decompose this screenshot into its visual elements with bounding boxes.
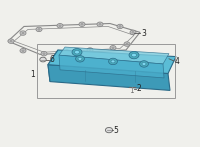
Circle shape (126, 43, 128, 45)
Circle shape (43, 53, 45, 55)
Circle shape (64, 50, 70, 54)
Circle shape (111, 60, 115, 63)
Circle shape (78, 57, 82, 60)
Circle shape (124, 42, 130, 46)
Text: 4: 4 (175, 57, 180, 66)
Circle shape (22, 50, 24, 52)
Circle shape (36, 27, 42, 32)
Circle shape (129, 51, 139, 59)
Circle shape (76, 56, 84, 62)
Polygon shape (48, 50, 176, 74)
Circle shape (20, 31, 26, 35)
Circle shape (40, 57, 46, 62)
Circle shape (97, 22, 103, 26)
Circle shape (72, 49, 82, 56)
Text: 5: 5 (114, 126, 118, 135)
Text: 3: 3 (141, 29, 146, 38)
Circle shape (132, 53, 136, 57)
Polygon shape (48, 50, 58, 82)
Text: 6: 6 (50, 55, 54, 64)
Circle shape (8, 39, 14, 43)
Polygon shape (48, 65, 170, 90)
Circle shape (87, 48, 93, 52)
Circle shape (130, 30, 136, 35)
Bar (37, 44, 175, 98)
Polygon shape (59, 55, 164, 78)
Circle shape (22, 32, 24, 34)
Circle shape (140, 61, 148, 67)
Circle shape (110, 46, 116, 50)
Circle shape (10, 40, 12, 42)
Circle shape (20, 49, 26, 53)
Circle shape (41, 51, 47, 56)
Circle shape (75, 50, 79, 54)
Circle shape (105, 127, 113, 133)
Circle shape (38, 29, 40, 30)
Circle shape (117, 24, 123, 29)
Circle shape (119, 26, 121, 27)
Circle shape (99, 23, 101, 25)
Circle shape (142, 62, 146, 65)
Circle shape (112, 47, 114, 49)
Circle shape (132, 31, 134, 33)
Circle shape (79, 22, 85, 26)
Circle shape (57, 24, 63, 28)
Circle shape (66, 51, 68, 53)
Circle shape (109, 58, 117, 65)
Circle shape (59, 25, 61, 27)
Circle shape (81, 23, 83, 25)
Circle shape (89, 49, 91, 51)
Polygon shape (59, 47, 169, 64)
Text: 2: 2 (137, 84, 141, 93)
Text: 1: 1 (30, 70, 35, 79)
